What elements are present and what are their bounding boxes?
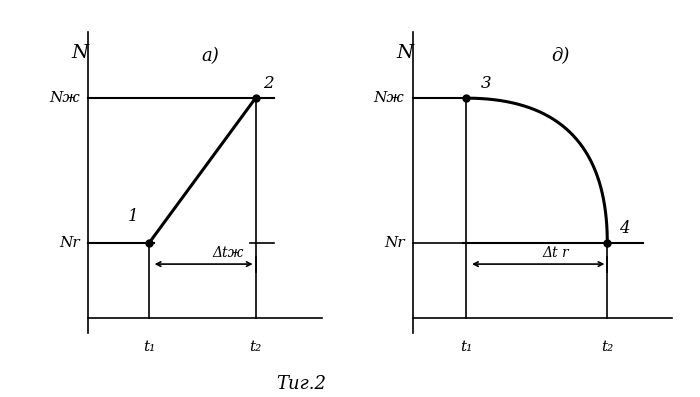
Text: Nж: Nж [374, 91, 405, 105]
Text: Nж: Nж [49, 91, 80, 105]
Text: д): д) [551, 47, 570, 65]
Text: 4: 4 [619, 220, 630, 237]
Text: Δt r: Δt r [542, 246, 569, 260]
Text: t₁: t₁ [460, 339, 473, 353]
Text: t₁: t₁ [143, 339, 155, 353]
Text: N: N [71, 44, 88, 62]
Text: Nr: Nr [384, 236, 405, 250]
Text: N: N [396, 44, 413, 62]
Text: t₂: t₂ [249, 339, 262, 353]
Text: 3: 3 [481, 75, 491, 92]
Text: 2: 2 [263, 75, 274, 92]
Text: Nr: Nr [60, 236, 80, 250]
Text: Δtж: Δtж [213, 246, 244, 260]
Text: Τиг.2: Τиг.2 [276, 375, 326, 393]
Text: a): a) [202, 47, 219, 65]
Text: t₂: t₂ [601, 339, 613, 353]
Text: 1: 1 [128, 208, 139, 225]
